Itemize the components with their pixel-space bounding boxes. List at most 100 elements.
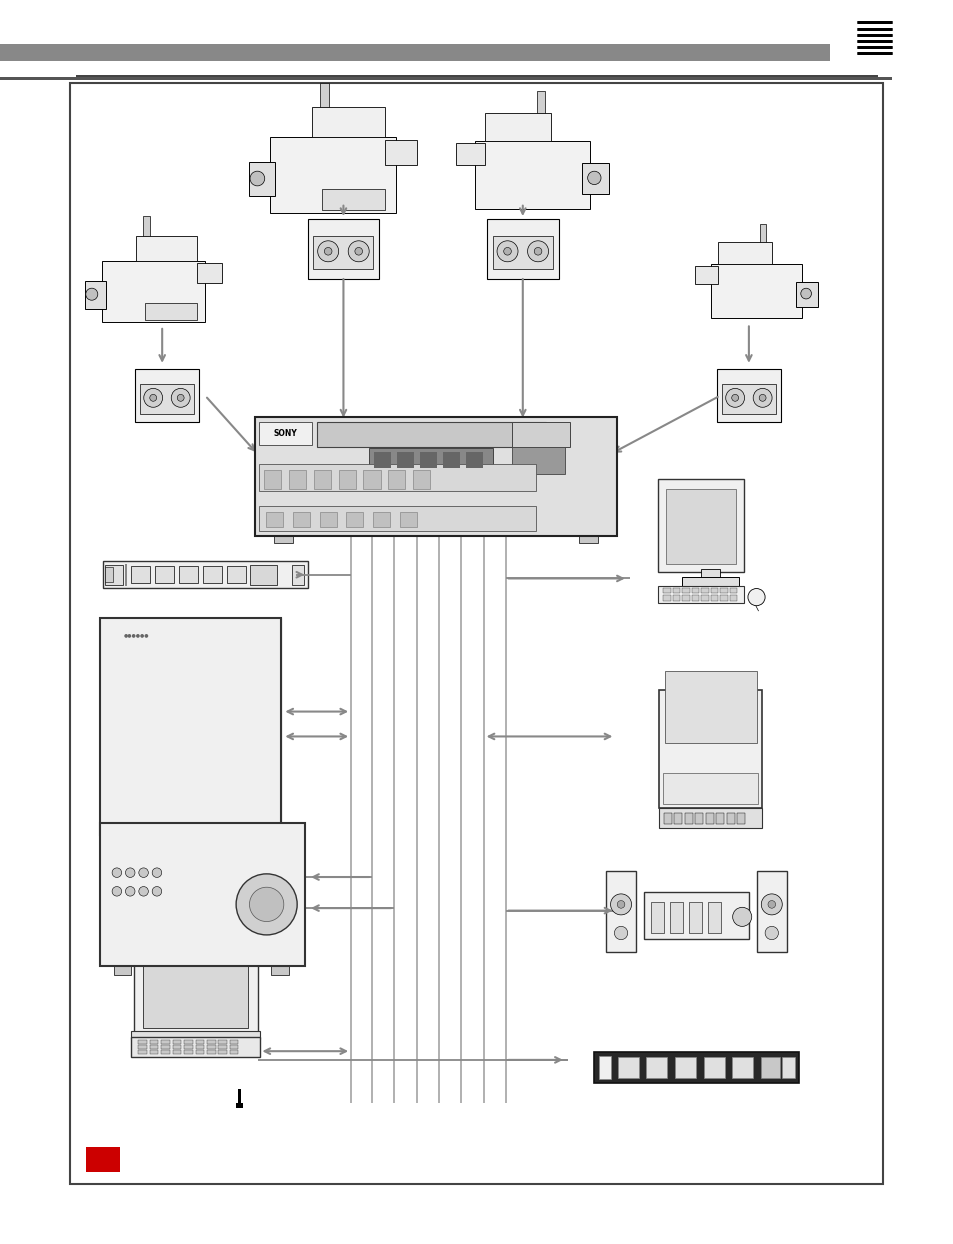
Bar — [114, 743, 267, 761]
Bar — [710, 588, 718, 593]
Bar — [756, 871, 786, 952]
Circle shape — [725, 388, 743, 407]
Bar — [259, 506, 536, 530]
Bar — [718, 241, 771, 264]
Bar — [100, 617, 281, 836]
Bar — [131, 1037, 260, 1057]
Circle shape — [250, 887, 283, 922]
Bar — [230, 1040, 238, 1044]
Bar — [171, 829, 261, 851]
Circle shape — [732, 907, 751, 927]
Circle shape — [138, 868, 149, 877]
Circle shape — [112, 887, 122, 896]
Bar — [705, 814, 713, 824]
Circle shape — [144, 388, 162, 407]
Bar — [200, 866, 212, 878]
Bar — [289, 470, 306, 489]
Bar — [578, 535, 598, 542]
Bar — [702, 1057, 723, 1077]
Bar — [140, 384, 193, 413]
Bar — [246, 898, 257, 911]
Circle shape — [125, 868, 135, 877]
Bar — [136, 236, 196, 261]
Bar — [116, 938, 128, 948]
Bar — [230, 1045, 238, 1049]
Circle shape — [501, 476, 513, 489]
Bar — [250, 565, 276, 585]
Bar — [369, 448, 493, 470]
Bar — [674, 814, 681, 824]
Bar — [605, 871, 636, 952]
Bar — [373, 513, 390, 527]
Bar — [731, 1057, 752, 1077]
Bar — [116, 926, 126, 935]
Bar — [581, 163, 608, 194]
Bar — [116, 950, 128, 958]
Bar — [695, 266, 718, 284]
Circle shape — [534, 248, 541, 255]
Circle shape — [536, 514, 547, 525]
Bar — [143, 216, 150, 236]
Bar — [442, 452, 459, 468]
Bar — [257, 836, 272, 846]
Bar — [659, 689, 761, 809]
Circle shape — [752, 388, 771, 407]
Circle shape — [267, 458, 284, 475]
Bar — [105, 565, 122, 585]
Bar — [274, 535, 293, 542]
Bar — [271, 965, 288, 975]
Circle shape — [236, 873, 297, 935]
Bar — [484, 113, 551, 141]
Bar — [230, 1050, 238, 1054]
Bar — [184, 1045, 193, 1049]
Bar — [307, 219, 379, 279]
Circle shape — [760, 894, 781, 914]
Bar — [374, 452, 391, 468]
Bar — [720, 595, 727, 601]
Circle shape — [587, 172, 600, 184]
Bar — [161, 1040, 170, 1044]
Bar — [313, 236, 373, 269]
Bar — [202, 566, 221, 583]
Circle shape — [266, 498, 285, 518]
Bar — [664, 671, 756, 743]
Bar — [729, 595, 737, 601]
Bar — [396, 452, 414, 468]
Bar — [270, 617, 281, 836]
Bar — [154, 566, 173, 583]
Bar — [227, 566, 246, 583]
Bar — [195, 1050, 204, 1054]
Bar — [138, 1050, 147, 1054]
Bar — [0, 77, 891, 80]
Bar — [172, 853, 173, 898]
Bar — [737, 814, 744, 824]
Bar — [729, 588, 737, 593]
Bar — [105, 567, 113, 582]
Circle shape — [536, 476, 547, 489]
Bar — [135, 950, 147, 958]
Bar — [246, 866, 257, 878]
Bar — [707, 902, 720, 933]
Bar — [681, 595, 689, 601]
Bar — [662, 595, 670, 601]
Bar — [312, 107, 385, 138]
Bar — [185, 866, 196, 878]
Bar — [161, 1050, 170, 1054]
Circle shape — [731, 394, 738, 402]
Bar — [156, 926, 166, 935]
Circle shape — [150, 394, 156, 402]
Bar — [215, 883, 228, 896]
Bar — [691, 588, 699, 593]
Bar — [195, 1045, 204, 1049]
Bar — [385, 141, 416, 165]
Bar — [237, 1088, 241, 1103]
Bar — [487, 219, 558, 279]
Bar — [231, 866, 242, 878]
Bar — [537, 91, 544, 113]
Circle shape — [764, 927, 778, 939]
Bar — [262, 664, 270, 695]
Bar — [419, 452, 436, 468]
Bar — [200, 898, 212, 911]
Bar — [151, 938, 162, 948]
Bar — [218, 1050, 227, 1054]
